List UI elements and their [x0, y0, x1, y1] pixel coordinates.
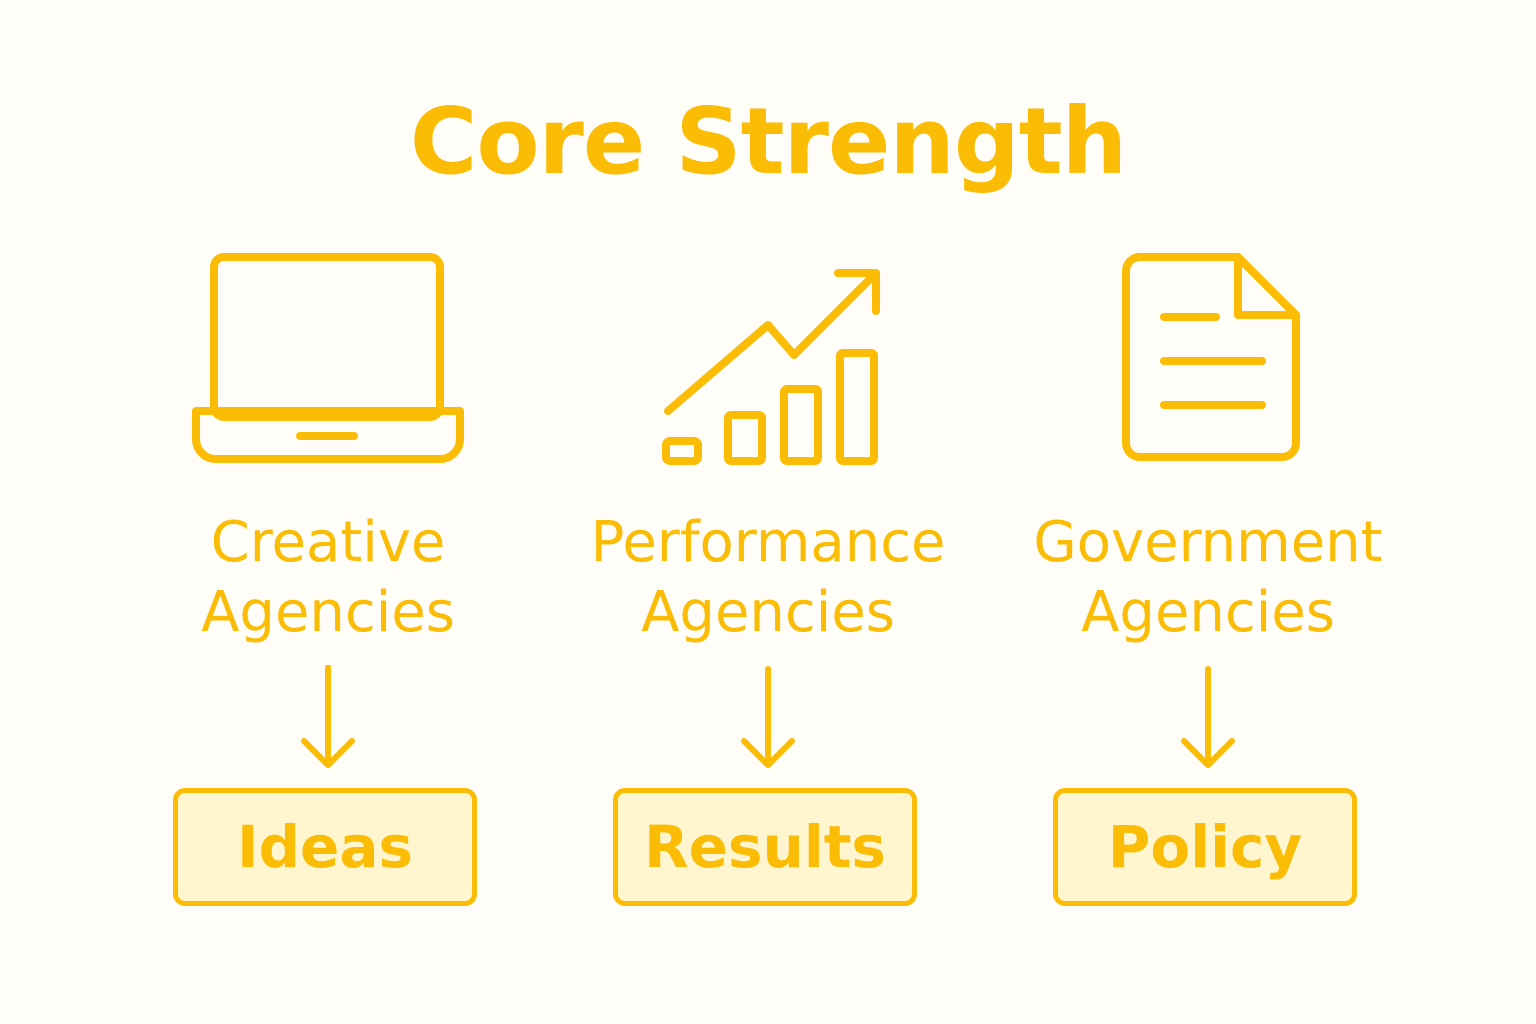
result-box-results: Results: [613, 788, 917, 906]
page-title: Core Strength: [409, 88, 1127, 195]
growth-chart-icon: [662, 269, 880, 465]
result-box-policy: Policy: [1053, 788, 1357, 906]
arrow-down-icon: [1181, 666, 1235, 768]
result-box-ideas: Ideas: [173, 788, 477, 906]
column-government: Government Agencies Policy: [988, 0, 1428, 1024]
arrow-down-icon: [301, 665, 355, 768]
column-creative: Creative Agencies Ideas: [108, 0, 548, 1024]
label-government: Government Agencies: [1033, 510, 1383, 645]
laptop-icon: [192, 253, 464, 463]
label-performance: Performance Agencies: [590, 510, 946, 645]
label-creative: Creative Agencies: [201, 510, 455, 645]
column-performance: Performance Agencies Results: [548, 0, 988, 1024]
arrow-down-icon: [741, 666, 795, 768]
document-icon: [1122, 253, 1300, 461]
